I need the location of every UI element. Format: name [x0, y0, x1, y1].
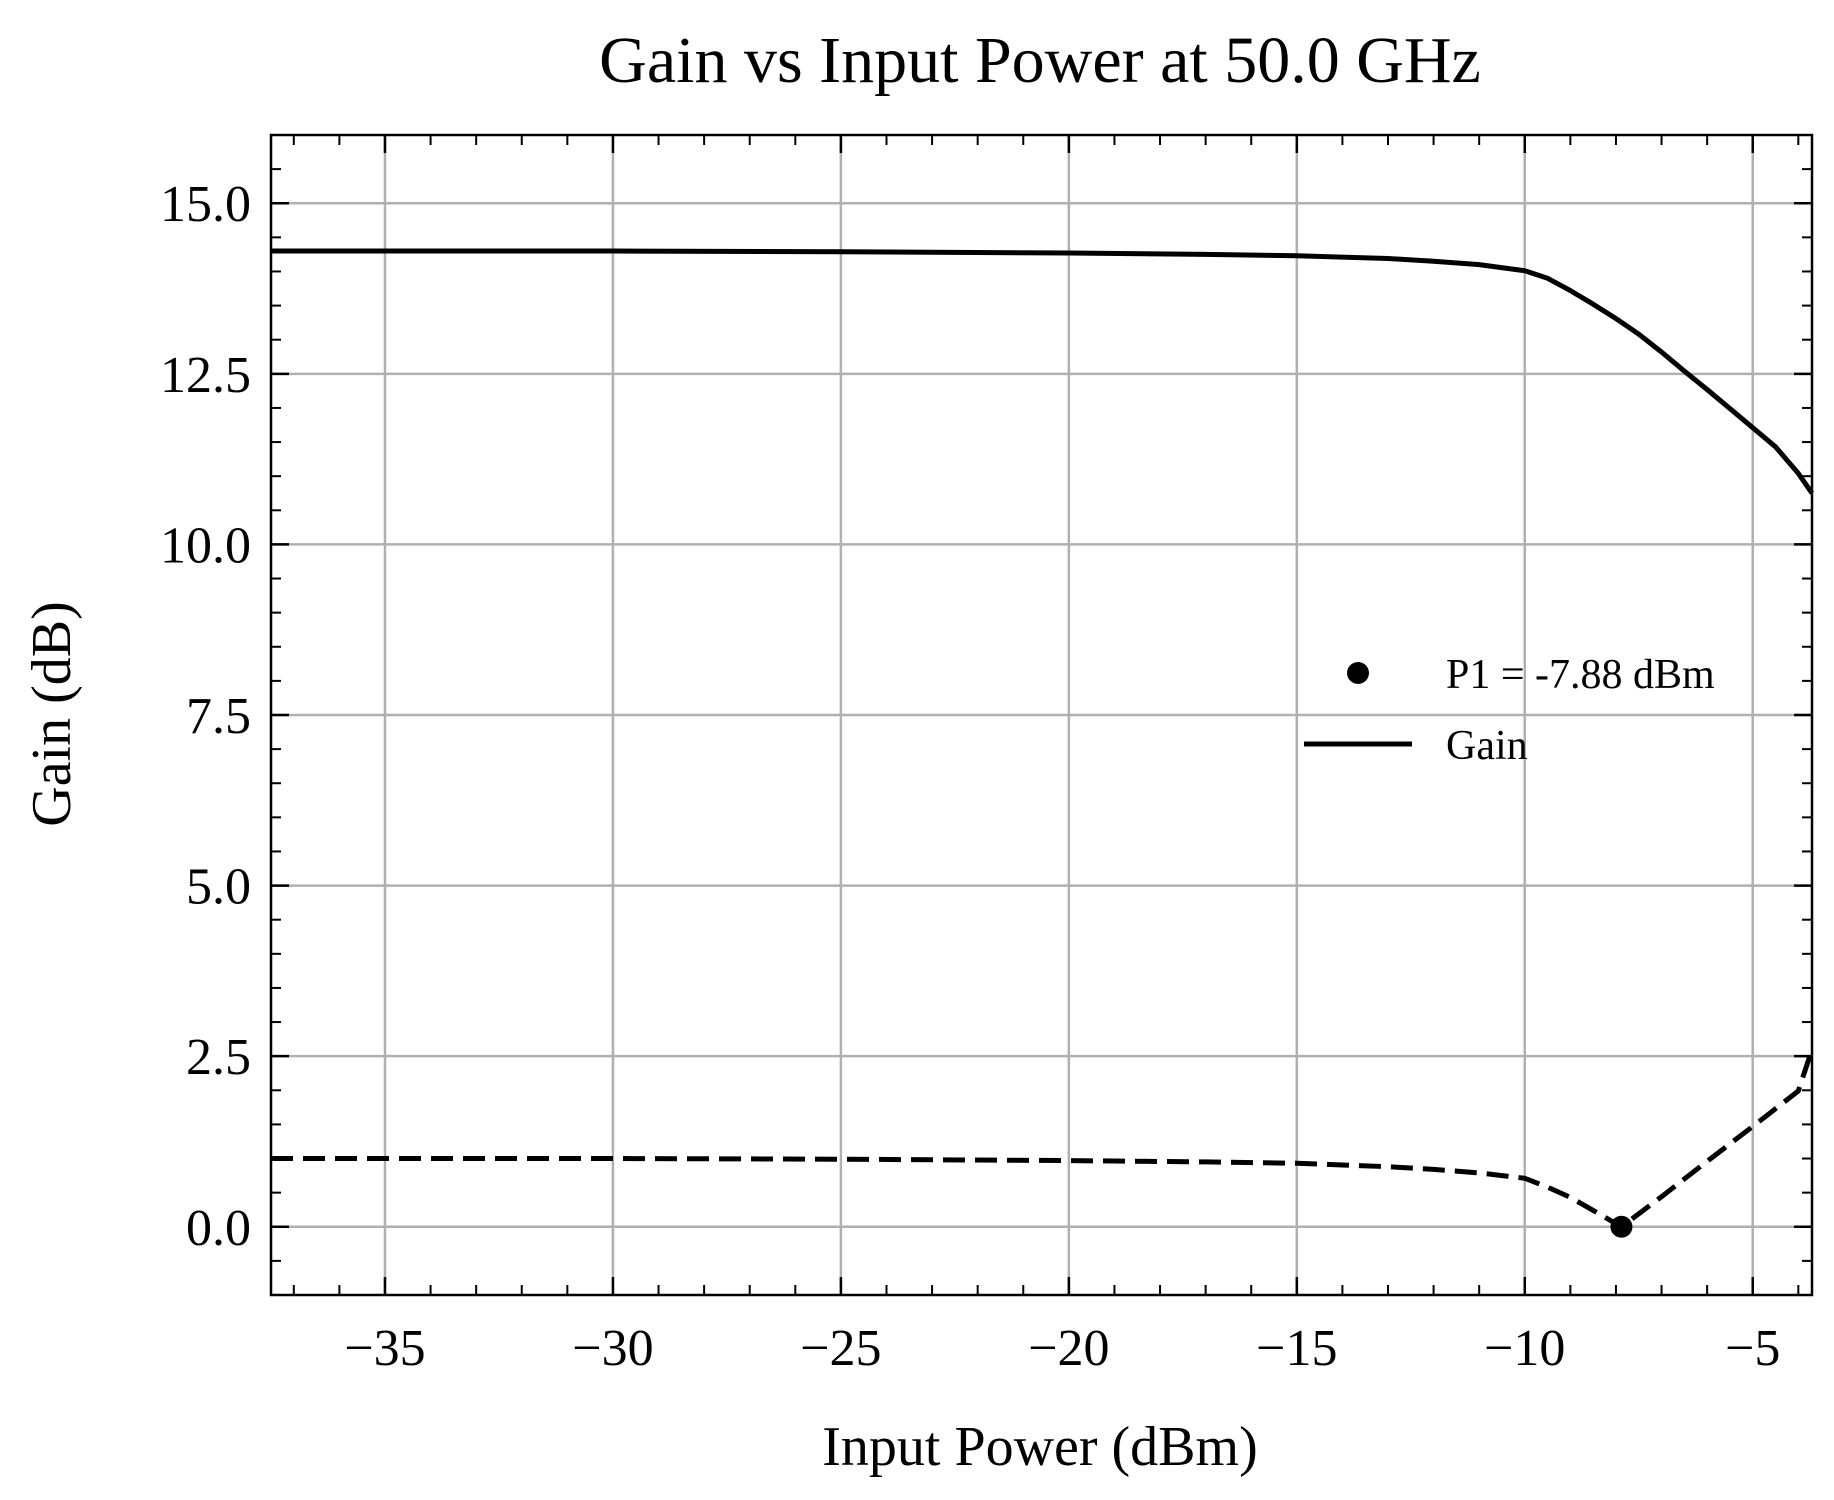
- series-layer: [271, 248, 1815, 1238]
- x-tick-label: −25: [800, 1320, 881, 1377]
- y-tick-label: 7.5: [186, 688, 251, 745]
- p1-point: [1610, 1215, 1633, 1238]
- x-axis-label: Input Power (dBm): [822, 1416, 1258, 1478]
- chart-title: Gain vs Input Power at 50.0 GHz: [599, 24, 1481, 97]
- y-tick-labels: 0.0 2.5 5.0 7.5 10.0 12.5 15.0: [160, 176, 251, 1257]
- y-tick-label: 5.0: [186, 859, 251, 916]
- y-tick-label: 10.0: [160, 517, 251, 574]
- y-tick-label: 12.5: [160, 347, 251, 404]
- y-tick-label: 15.0: [160, 176, 251, 233]
- plot-frame: [269, 133, 1814, 1297]
- x-tick-labels: −35 −30 −25 −20 −15 −10 −5: [344, 1320, 1780, 1377]
- x-tick-label: −5: [1725, 1320, 1780, 1377]
- x-tick-label: −15: [1256, 1320, 1337, 1377]
- y-tick-label: 2.5: [186, 1029, 251, 1086]
- grid: [271, 135, 1812, 1295]
- y-axis-label: Gain (dB): [21, 601, 83, 827]
- legend: P1 = -7.88 dBm Gain: [1304, 652, 1715, 769]
- legend-label-gain: Gain: [1446, 723, 1528, 769]
- x-tick-label: −10: [1484, 1320, 1565, 1377]
- x-tick-label: −35: [344, 1320, 425, 1377]
- legend-marker-p1: [1347, 662, 1369, 684]
- gain-line: [271, 248, 1815, 495]
- legend-label-p1: P1 = -7.88 dBm: [1446, 652, 1715, 698]
- x-tick-label: −30: [572, 1320, 653, 1377]
- y-tick-label: 0.0: [186, 1200, 251, 1257]
- x-tick-label: −20: [1028, 1320, 1109, 1377]
- dashed-line: [271, 1048, 1815, 1230]
